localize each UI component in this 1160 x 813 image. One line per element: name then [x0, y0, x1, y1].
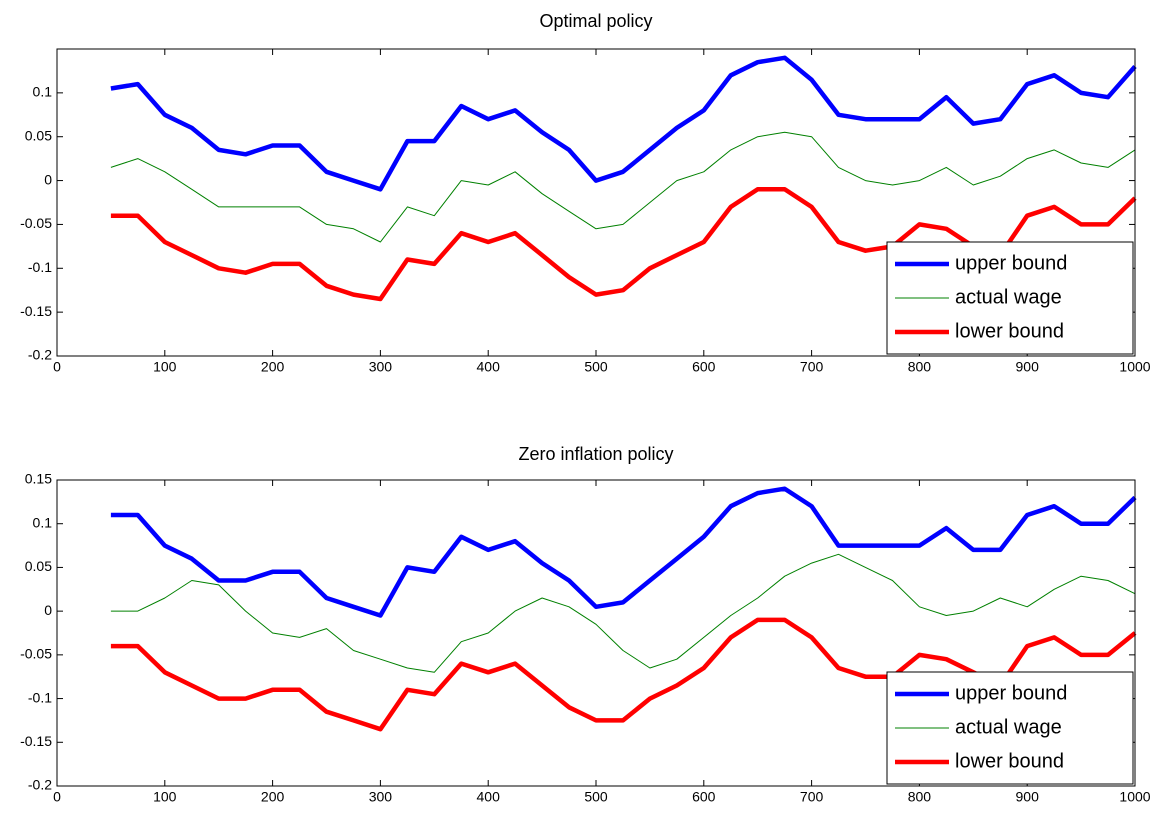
y-tick-label: -0.1: [28, 689, 52, 705]
y-tick-label: -0.15: [20, 303, 52, 319]
y-tick-label: -0.2: [28, 777, 52, 793]
x-tick-label: 1000: [1119, 789, 1150, 805]
y-tick-label: 0.15: [25, 471, 52, 487]
x-tick-label: 900: [1016, 789, 1040, 805]
y-tick-label: -0.2: [28, 347, 52, 363]
legend-label: lower bound: [955, 320, 1064, 342]
plot-area: Zero inflation policy 0 100 200 300 400 500 600…: [20, 444, 1151, 805]
x-tick-label: 1000: [1119, 359, 1150, 375]
chart-title: Zero inflation policy: [518, 444, 673, 464]
x-tick-label: 0: [53, 359, 61, 375]
y-tick-label: 0.05: [25, 127, 52, 143]
data-line: [110, 55, 1137, 192]
x-tick-label: 200: [261, 789, 285, 805]
x-tick-label: 600: [692, 789, 716, 805]
data-line: [110, 617, 1137, 732]
y-tick-label: 0: [44, 171, 52, 187]
x-tick-label: 500: [584, 359, 608, 375]
x-tick-label: 700: [800, 359, 824, 375]
x-tick-label: 200: [261, 359, 285, 375]
data-line: [110, 187, 1137, 302]
plot-area: Optimal policy 0 100 200 300 400 500 600 700 800 9…: [20, 11, 1151, 375]
y-tick-label: 0.05: [25, 558, 52, 574]
y-tick-label: 0.1: [33, 84, 53, 100]
chart-title: Optimal policy: [539, 11, 652, 31]
y-tick-label: -0.05: [20, 215, 52, 231]
x-tick-label: 800: [908, 359, 932, 375]
x-tick-label: 400: [477, 789, 501, 805]
data-line: [110, 486, 1137, 618]
x-tick-label: 500: [584, 789, 608, 805]
legend-label: actual wage: [955, 716, 1062, 738]
legend-label: upper bound: [955, 252, 1067, 274]
x-tick-label: 300: [369, 789, 393, 805]
legend-label: upper bound: [955, 682, 1067, 704]
x-tick-label: 900: [1016, 359, 1040, 375]
x-tick-label: 700: [800, 789, 824, 805]
legend-label: lower bound: [955, 750, 1064, 772]
x-tick-label: 100: [153, 359, 177, 375]
y-tick-label: 0: [44, 602, 52, 618]
y-tick-label: -0.15: [20, 733, 52, 749]
x-tick-label: 0: [53, 789, 61, 805]
legend: upper bound actual wage lower bound: [886, 241, 1134, 355]
x-tick-label: 100: [153, 789, 177, 805]
legend-label: actual wage: [955, 286, 1062, 308]
data-line: [110, 131, 1136, 243]
x-tick-label: 400: [477, 359, 501, 375]
y-tick-label: -0.05: [20, 646, 52, 662]
y-tick-label: 0.1: [33, 514, 53, 530]
x-tick-label: 800: [908, 789, 932, 805]
x-tick-label: 300: [369, 359, 393, 375]
x-tick-label: 600: [692, 359, 716, 375]
y-tick-label: -0.1: [28, 259, 52, 275]
data-line: [110, 553, 1136, 673]
legend: upper bound actual wage lower bound: [886, 671, 1134, 785]
